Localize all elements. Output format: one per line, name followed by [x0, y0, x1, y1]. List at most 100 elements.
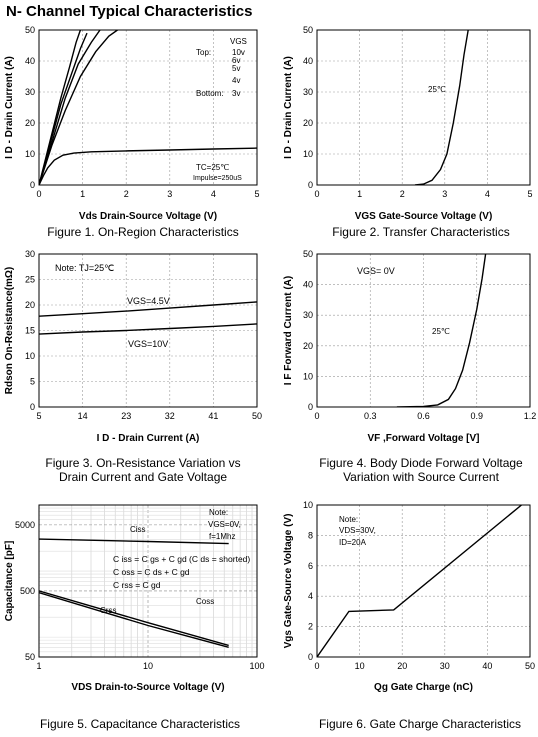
- annotation: f=1Mhz: [209, 532, 235, 541]
- annotation: 25℃: [432, 327, 450, 336]
- x-tick-label: 0.6: [417, 411, 430, 421]
- x-tick-label: 0.9: [470, 411, 483, 421]
- x-tick-label: 0: [36, 189, 41, 199]
- legend-top-label: Top:: [196, 48, 211, 57]
- annotation: Note:: [209, 508, 228, 517]
- plot-frame: [38, 29, 258, 186]
- annotation: C rss = C gd: [113, 580, 161, 590]
- x-tick-label: 5: [527, 189, 532, 199]
- x-tick-label: 23: [121, 411, 131, 421]
- annotation: VGS=0V,: [208, 520, 241, 529]
- legend-entry: 5v: [232, 64, 240, 73]
- x-tick-label: 1: [36, 661, 41, 671]
- legend-header: VGS: [230, 37, 247, 46]
- series-line-5v: [39, 30, 101, 185]
- x-tick-label: 40: [482, 661, 492, 671]
- y-tick-label: 20: [25, 118, 35, 128]
- figure-caption-line2: Drain Current and Gate Voltage: [59, 470, 227, 484]
- series-line-4v: [39, 30, 118, 185]
- y-tick-label: 15: [25, 326, 35, 336]
- x-tick-label: 100: [249, 661, 264, 671]
- y-axis-label: I F Forward Current (A): [283, 276, 294, 385]
- x-tick-label: 1: [357, 189, 362, 199]
- x-tick-label: 0: [314, 661, 319, 671]
- legend-entry: 6v: [232, 56, 240, 65]
- series-label: Crss: [100, 606, 116, 615]
- annotation: VGS=10V: [128, 339, 168, 349]
- x-tick-label: 10: [355, 661, 365, 671]
- y-tick-label: 40: [25, 56, 35, 66]
- y-tick-label: 0: [308, 402, 313, 412]
- y-tick-label: 20: [303, 118, 313, 128]
- x-tick-label: 32: [165, 411, 175, 421]
- annotation: TC=25℃: [196, 163, 229, 172]
- figure-caption: Figure 3. On-Resistance Variation vs: [45, 456, 240, 470]
- figure-caption: Figure 2. Transfer Characteristics: [332, 225, 509, 239]
- y-tick-label: 5000: [15, 520, 35, 530]
- y-tick-label: 30: [303, 87, 313, 97]
- y-tick-label: 10: [303, 149, 313, 159]
- y-tick-label: 20: [25, 300, 35, 310]
- y-tick-label: 0: [30, 402, 35, 412]
- x-tick-label: 5: [254, 189, 259, 199]
- annotation: VGS=4.5V: [127, 296, 170, 306]
- legend-entry: 4v: [232, 76, 240, 85]
- figure-caption: Figure 1. On-Region Characteristics: [47, 225, 238, 239]
- x-tick-label: 2: [124, 189, 129, 199]
- x-axis-label: VDS Drain-to-Source Voltage (V): [71, 682, 224, 693]
- x-tick-label: 1: [80, 189, 85, 199]
- y-tick-label: 10: [25, 351, 35, 361]
- x-tick-label: 30: [440, 661, 450, 671]
- chart-5: 1 10 100 50 500 5000 VDS Drain-to-Source Volta…: [4, 504, 265, 731]
- plot-frame: [316, 29, 531, 186]
- series-line-25: [414, 30, 469, 185]
- annotation: VDS=30V,: [339, 526, 376, 535]
- y-tick-label: 25: [25, 275, 35, 285]
- page-title: N- Channel Typical Characteristics: [6, 3, 253, 20]
- x-tick-label: 0: [314, 411, 319, 421]
- x-tick-label: 50: [252, 411, 262, 421]
- x-tick-label: 0.3: [364, 411, 377, 421]
- y-tick-label: 6: [308, 561, 313, 571]
- y-tick-label: 50: [25, 25, 35, 35]
- chart-6: 0 10 20 30 40 50 0 2 4 6 8 10 Qg Gate Charge (nC) Vgs…: [283, 500, 535, 731]
- y-axis-label: Capacitance [pF]: [4, 541, 15, 622]
- x-tick-label: 1.2: [524, 411, 537, 421]
- figure-caption: Figure 5. Capacitance Characteristics: [40, 717, 240, 731]
- x-tick-label: 10: [143, 661, 153, 671]
- x-tick-label: 14: [78, 411, 88, 421]
- y-tick-label: 30: [25, 87, 35, 97]
- series-label: Coss: [196, 597, 214, 606]
- y-axis-label: Vgs Gate-Source Voltage (V): [283, 514, 294, 649]
- annotation: C iss = C gs + C gd (C ds = shorted): [113, 554, 250, 564]
- figure-caption: Figure 4. Body Diode Forward Voltage: [319, 456, 523, 470]
- annotation: Note:: [339, 515, 358, 524]
- x-tick-label: 0: [314, 189, 319, 199]
- annotation: VGS= 0V: [357, 266, 395, 276]
- y-tick-label: 0: [308, 652, 313, 662]
- y-tick-label: 10: [303, 500, 313, 510]
- legend-entry: 10v: [232, 48, 245, 57]
- series-line-crss: [39, 592, 229, 648]
- x-tick-label: 41: [208, 411, 218, 421]
- series-line-coss: [39, 590, 229, 647]
- y-tick-label: 40: [303, 56, 313, 66]
- y-tick-label: 10: [303, 371, 313, 381]
- series-line-vgs: [317, 505, 522, 657]
- series-label: Ciss: [130, 525, 146, 534]
- series-line-ciss: [39, 538, 229, 545]
- x-tick-label: 5: [36, 411, 41, 421]
- x-tick-label: 20: [397, 661, 407, 671]
- y-tick-label: 20: [303, 341, 313, 351]
- x-axis-label: Vds Drain-Source Voltage (V): [79, 211, 217, 222]
- series-line-3v: [39, 147, 257, 185]
- x-tick-label: 50: [525, 661, 535, 671]
- x-tick-label: 4: [485, 189, 490, 199]
- y-tick-label: 0: [30, 180, 35, 190]
- y-tick-label: 50: [303, 249, 313, 259]
- y-axis-label: Rdson On-Resistance(mΩ): [4, 267, 15, 394]
